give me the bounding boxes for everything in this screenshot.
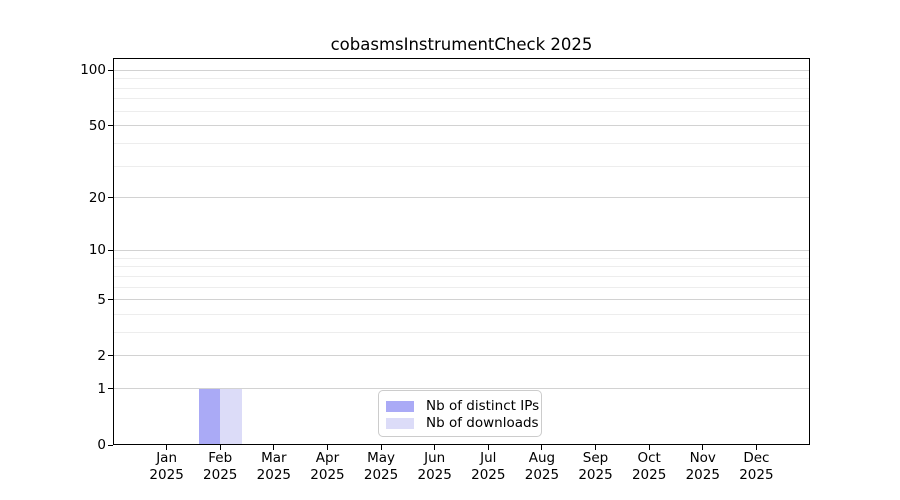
x-tick-label: Feb 2025 <box>203 450 238 483</box>
x-tick-label: Sep 2025 <box>578 450 613 483</box>
x-tick-label: Jul 2025 <box>471 450 506 483</box>
y-tick-label: 100 <box>80 62 106 79</box>
y-tick-label: 1 <box>97 380 106 397</box>
x-tick-mark <box>326 445 328 450</box>
x-tick-mark <box>541 445 543 450</box>
legend-label: Nb of distinct IPs <box>426 398 540 414</box>
x-tick-mark <box>487 445 489 450</box>
x-tick-label: Aug 2025 <box>524 450 560 483</box>
x-tick-mark <box>648 445 650 450</box>
legend-item: Nb of downloads <box>386 415 541 432</box>
legend: Nb of distinct IPs Nb of downloads <box>378 390 542 437</box>
x-tick-label: Apr 2025 <box>310 450 345 483</box>
x-tick-label: Jun 2025 <box>417 450 452 483</box>
x-tick-mark <box>380 445 382 450</box>
legend-label: Nb of downloads <box>426 415 539 431</box>
y-tick-label: 2 <box>97 347 106 364</box>
x-tick-mark <box>755 445 757 450</box>
y-tick-label: 5 <box>97 291 106 308</box>
y-tick-label: 20 <box>88 189 106 206</box>
x-tick-mark <box>434 445 436 450</box>
x-tick-label: Oct 2025 <box>631 450 667 483</box>
x-tick-label: Jan 2025 <box>149 450 184 483</box>
x-tick-mark <box>166 445 168 450</box>
chart-title: cobasmsInstrumentCheck 2025 <box>330 35 593 54</box>
plot-frame <box>113 58 810 445</box>
x-tick-mark <box>702 445 704 450</box>
x-tick-label: May 2025 <box>363 450 399 483</box>
x-tick-mark <box>219 445 221 450</box>
legend-swatch <box>386 401 414 412</box>
x-tick-mark <box>595 445 597 450</box>
y-tick-label: 10 <box>88 242 106 259</box>
x-tick-label: Mar 2025 <box>256 450 292 483</box>
y-tick-label: 50 <box>88 117 106 134</box>
y-tick-label: 0 <box>97 437 106 453</box>
legend-item: Nb of distinct IPs <box>386 398 541 415</box>
legend-swatch <box>386 418 414 429</box>
x-tick-mark <box>273 445 275 450</box>
x-tick-label: Dec 2025 <box>739 450 774 483</box>
x-tick-label: Nov 2025 <box>685 450 720 483</box>
